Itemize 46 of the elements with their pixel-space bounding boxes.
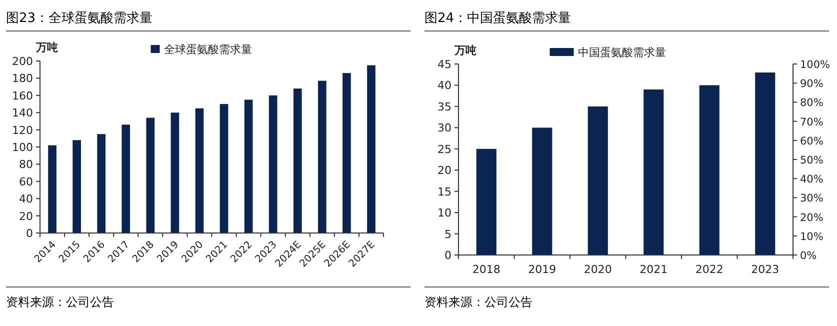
y2-tick-label: 70% xyxy=(800,116,824,128)
x-tick-label: 2022 xyxy=(695,263,724,276)
y2-tick-label: 100% xyxy=(800,59,830,71)
y-tick-label: 160 xyxy=(12,89,33,102)
y-tick-label: 80 xyxy=(19,158,33,172)
y-tick-label: 25 xyxy=(438,142,452,156)
y-tick-label: 40 xyxy=(438,79,452,92)
y2-tick-label: 0% xyxy=(800,250,817,262)
y-tick-label: 45 xyxy=(438,58,452,71)
y-tick-label: 180 xyxy=(12,72,33,86)
y-tick-label: 35 xyxy=(438,100,452,114)
text: 资料来源：公司公告 xyxy=(6,295,114,309)
y-tick-label: 5 xyxy=(444,228,452,241)
y-tick-label: 120 xyxy=(12,124,33,137)
x-tick-label: 2018 xyxy=(472,263,500,276)
y-tick-label: 20 xyxy=(19,210,33,223)
y-axis-title: 万吨 xyxy=(35,41,58,54)
text: 资料来源：公司公告 xyxy=(424,295,532,309)
y-axis-title: 万吨 xyxy=(454,44,476,57)
y-tick-label: 40 xyxy=(19,192,33,206)
y-tick-label: 140 xyxy=(12,106,33,120)
y-tick-label: 60 xyxy=(19,175,33,188)
x-tick-label: 2019 xyxy=(528,263,556,276)
legend-label: 全球蛋氨酸需求量 xyxy=(164,43,252,56)
legend-label: 中国蛋氨酸需求量 xyxy=(578,46,666,59)
y2-tick-label: 90% xyxy=(800,78,824,90)
chart-title: 图23：全球蛋氨酸需求量 xyxy=(6,11,153,26)
y2-tick-label: 60% xyxy=(800,135,824,148)
y2-tick-label: 80% xyxy=(800,97,824,110)
y-tick-label: 100 xyxy=(12,141,33,154)
y2-tick-label: 30% xyxy=(800,192,824,205)
y-tick-label: 15 xyxy=(438,185,452,198)
y-tick-label: 10 xyxy=(438,206,452,220)
x-tick-label: 2020 xyxy=(584,263,612,276)
y-tick-label: 30 xyxy=(438,122,452,135)
y2-tick-label: 10% xyxy=(800,230,824,243)
y2-tick-label: 20% xyxy=(800,212,824,224)
y-tick-label: 0 xyxy=(26,227,33,240)
y-tick-label: 200 xyxy=(12,55,33,68)
y2-tick-label: 40% xyxy=(800,174,824,186)
y-tick-label: 20 xyxy=(438,164,452,178)
x-tick-label: 2023 xyxy=(751,263,780,276)
x-tick-label: 2021 xyxy=(640,263,668,276)
y-tick-label: 0 xyxy=(444,249,452,262)
chart-title: 图24：中国蛋氨酸需求量 xyxy=(424,11,572,26)
y2-tick-label: 50% xyxy=(800,154,824,166)
